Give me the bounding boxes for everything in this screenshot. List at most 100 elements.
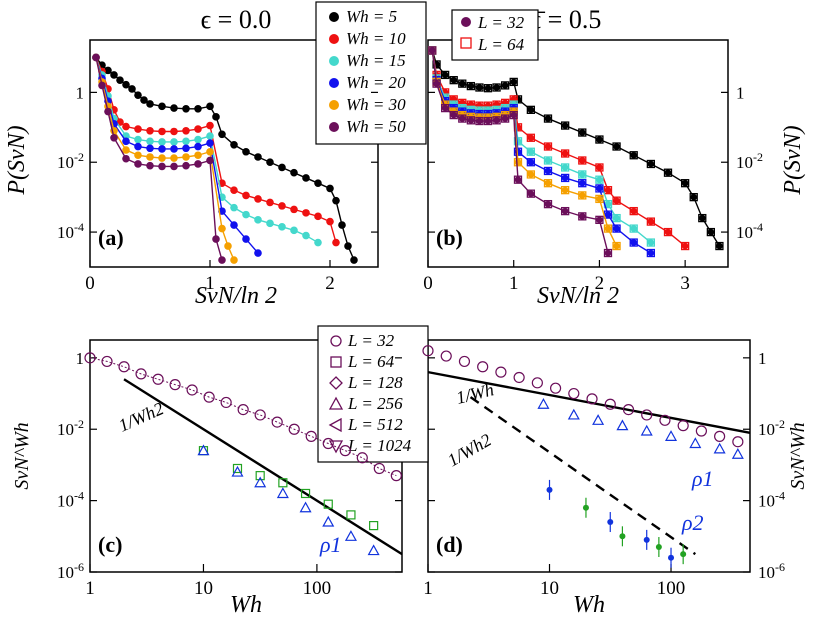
data-point-square — [560, 206, 570, 216]
data-point-rho1 — [664, 430, 678, 441]
data-point — [182, 127, 190, 135]
y-tick-label: 1 — [736, 83, 745, 102]
data-point-circle — [596, 164, 603, 171]
data-point-circle — [596, 136, 603, 143]
data-point-l256 — [322, 515, 335, 527]
data-point-circle — [544, 157, 552, 164]
data-point-circle — [716, 242, 723, 250]
data-point-square — [578, 212, 587, 221]
data-point — [206, 147, 214, 156]
data-point-purple — [458, 355, 471, 368]
data-point-square — [526, 105, 536, 114]
data-point-circle — [514, 158, 522, 166]
legend-marker — [329, 376, 343, 390]
data-point — [122, 80, 130, 89]
ylabel-b: P(SvN) — [780, 125, 806, 195]
x-tick-label: 100 — [657, 578, 686, 599]
data-point-circle — [578, 129, 586, 136]
data-point — [170, 154, 178, 162]
data-point-circle — [578, 157, 586, 164]
legend-label: Wh = 15 — [346, 51, 406, 70]
data-point-square — [475, 83, 484, 92]
legend-label: Wh = 5 — [346, 7, 397, 26]
x-tick-label: 1 — [85, 578, 95, 599]
data-point-square — [663, 227, 673, 237]
data-point — [134, 151, 142, 160]
data-point-circle — [493, 84, 500, 91]
data-point — [146, 153, 154, 161]
data-point — [230, 186, 238, 194]
legend-label: L = 64 — [477, 35, 525, 54]
data-point-circle — [493, 117, 500, 124]
data-point — [194, 125, 202, 133]
data-point-square — [560, 121, 570, 130]
data-point-square — [466, 116, 476, 125]
data-point-purple — [568, 387, 580, 400]
y-tick-label: 1 — [758, 349, 767, 368]
data-point-rho1 — [713, 442, 726, 454]
data-point — [230, 256, 238, 264]
data-point-circle — [578, 192, 586, 199]
data-point-rho1 — [689, 437, 702, 449]
data-point — [134, 91, 142, 99]
data-point-purple — [604, 398, 616, 410]
panel-label-d: (d) — [436, 532, 463, 557]
data-point-circle — [604, 211, 612, 218]
annotation-d-rho2: ρ2 — [681, 510, 704, 535]
data-point-square — [629, 224, 638, 233]
data-point-square — [603, 224, 613, 233]
data-point-rho2 — [655, 544, 662, 551]
data-point-circle — [544, 167, 552, 175]
data-point-square — [543, 166, 553, 176]
legend-marker — [329, 34, 339, 44]
data-point — [254, 216, 262, 224]
legend-marker — [329, 12, 339, 22]
data-point — [332, 196, 340, 205]
data-point-square — [646, 238, 656, 247]
data-point-rho2 — [668, 554, 675, 561]
data-point-square — [509, 77, 518, 87]
data-point-circle — [596, 195, 603, 203]
legend-label: L = 64 — [347, 352, 395, 371]
data-point-l32 — [237, 404, 249, 416]
data-point — [326, 217, 334, 226]
data-point — [242, 191, 250, 200]
data-point-square — [680, 241, 690, 251]
x-tick-label: 2 — [595, 273, 605, 294]
data-point-purple — [622, 404, 635, 416]
legend-marker — [329, 78, 339, 88]
data-point-square — [458, 79, 467, 88]
data-point — [158, 154, 166, 162]
data-point — [326, 184, 334, 193]
data-point-square — [560, 163, 570, 172]
data-point-l256 — [231, 465, 244, 477]
y-tick-label: 1 — [76, 349, 85, 368]
data-point-square — [526, 133, 536, 142]
y-tick-label: 10-4 — [57, 489, 84, 511]
data-point-rho2 — [582, 504, 589, 511]
data-point-circle — [514, 176, 522, 183]
data-point-purple — [495, 366, 507, 378]
legend-label: L = 512 — [347, 415, 403, 434]
legend-label: Wh = 30 — [346, 95, 406, 114]
legend-label: Wh = 50 — [346, 117, 406, 136]
data-point-purple — [440, 350, 452, 362]
data-point-l64 — [300, 488, 311, 499]
data-point-square — [715, 241, 724, 251]
data-point — [104, 66, 112, 75]
data-point — [134, 135, 142, 144]
data-point — [194, 151, 202, 160]
data-point-circle — [596, 185, 603, 192]
data-point — [134, 142, 142, 151]
data-point-l32 — [101, 355, 113, 368]
data-point-circle — [578, 213, 586, 220]
data-point-square — [526, 170, 536, 179]
data-point-square — [578, 128, 587, 137]
y-tick-label: 10-6 — [57, 560, 84, 582]
data-point-circle — [544, 179, 552, 187]
data-point — [212, 235, 220, 243]
data-point-l32 — [305, 430, 317, 442]
data-point-circle — [613, 242, 620, 250]
data-point-circle — [467, 117, 475, 124]
